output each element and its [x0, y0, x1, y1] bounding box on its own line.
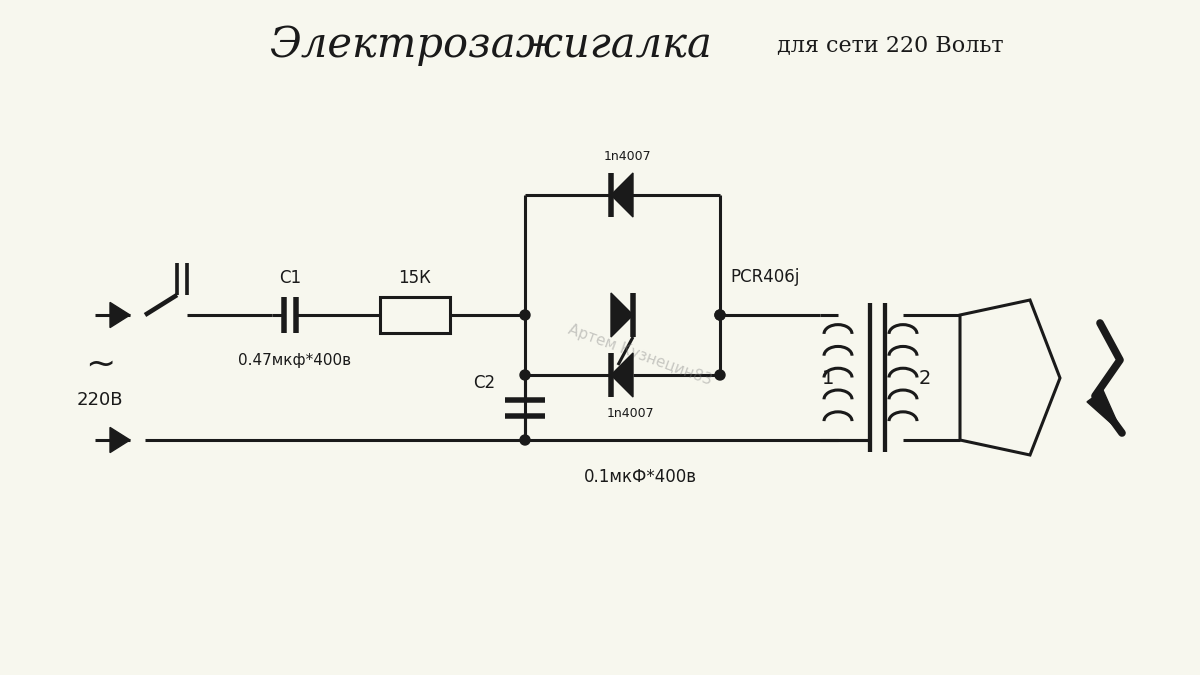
Text: 1n4007: 1n4007 [606, 407, 654, 420]
Text: Электрозажигалка: Электрозажигалка [269, 24, 712, 66]
Text: 2: 2 [919, 369, 931, 387]
Text: C1: C1 [278, 269, 301, 287]
Text: 15К: 15К [398, 269, 432, 287]
Circle shape [520, 310, 530, 320]
Circle shape [520, 435, 530, 445]
Text: 220В: 220В [77, 391, 124, 409]
Polygon shape [110, 427, 130, 453]
Text: 1: 1 [822, 369, 834, 387]
Text: 1n4007: 1n4007 [604, 150, 650, 163]
Polygon shape [1087, 390, 1122, 433]
Circle shape [520, 370, 530, 380]
Circle shape [715, 310, 725, 320]
Circle shape [715, 310, 725, 320]
Polygon shape [611, 353, 634, 397]
Text: 0.47мкф*400в: 0.47мкф*400в [239, 353, 352, 368]
Text: Артем Кузнецин83: Артем Кузнецин83 [566, 322, 714, 388]
Text: для сети 220 Вольт: для сети 220 Вольт [770, 34, 1003, 56]
Text: C2: C2 [473, 374, 496, 392]
Circle shape [715, 370, 725, 380]
Text: ~: ~ [85, 348, 115, 382]
Polygon shape [110, 302, 130, 327]
Bar [380, 297, 450, 333]
Text: PCR406j: PCR406j [730, 268, 799, 286]
Text: 0.1мкФ*400в: 0.1мкФ*400в [583, 468, 696, 486]
Polygon shape [611, 293, 634, 337]
Polygon shape [611, 173, 634, 217]
